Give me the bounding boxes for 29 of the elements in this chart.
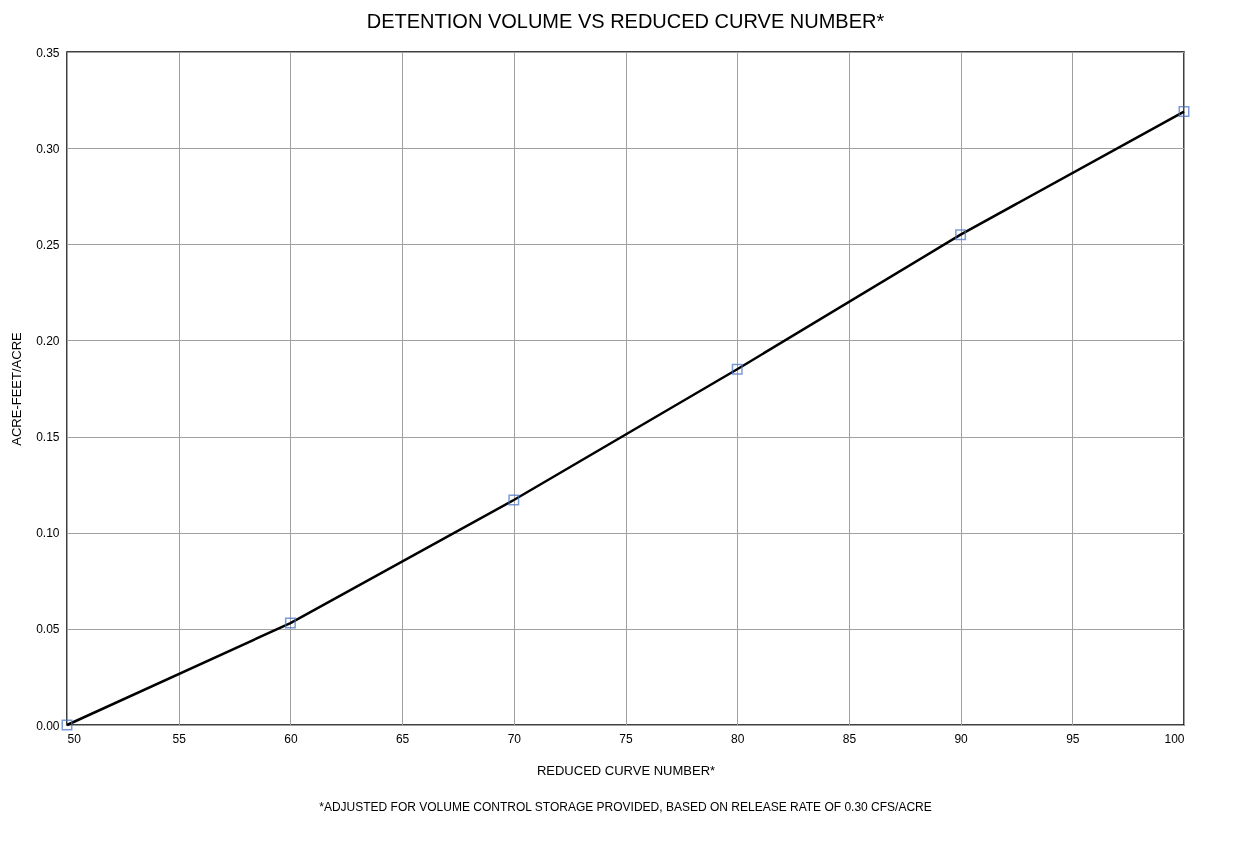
point [1178, 106, 1190, 118]
y-tick-label: 0.10 [36, 526, 60, 541]
point [284, 617, 296, 629]
x-axis-title: REDUCED CURVE NUMBER* [536, 762, 716, 778]
x-tick-label: 55 [172, 731, 187, 746]
x-tick-label: 65 [395, 731, 410, 746]
y-tick-label: 0.00 [36, 718, 60, 733]
y-tick-label: 0.15 [36, 430, 60, 445]
x-tick-label: 90 [954, 731, 969, 746]
x-tick-label: 50 [67, 731, 82, 746]
text: *ADJUSTED FOR VOLUME CONTROL STORAGE PROVIDED, BASED ON RELEASE RATE OF 0.30 CFS/ACRE [319, 800, 932, 814]
y-tick-label: 0.05 [36, 622, 60, 637]
point [508, 494, 520, 506]
point [955, 229, 967, 241]
point [731, 363, 743, 375]
x-tick-label: 100 [1164, 731, 1185, 746]
chart-title: DETENTION VOLUME VS REDUCED CURVE NUMBER* [366, 10, 885, 32]
y-axis-title: ACRE-FEET/ACRE [9, 331, 25, 446]
x-tick-label: 70 [507, 731, 522, 746]
x-tick-label: 60 [284, 731, 298, 746]
y-tick-label: 0.25 [36, 237, 60, 252]
x-tick-label: 75 [619, 731, 633, 746]
y-tick-label: 0.30 [36, 141, 60, 156]
x-tick-label: 95 [1066, 731, 1080, 746]
x-tick-label: 80 [731, 731, 745, 746]
y-tick-label: 0.35 [36, 45, 60, 60]
point [61, 719, 73, 731]
x-tick-label: 85 [842, 731, 857, 746]
y-tick-label: 0.20 [36, 333, 60, 348]
